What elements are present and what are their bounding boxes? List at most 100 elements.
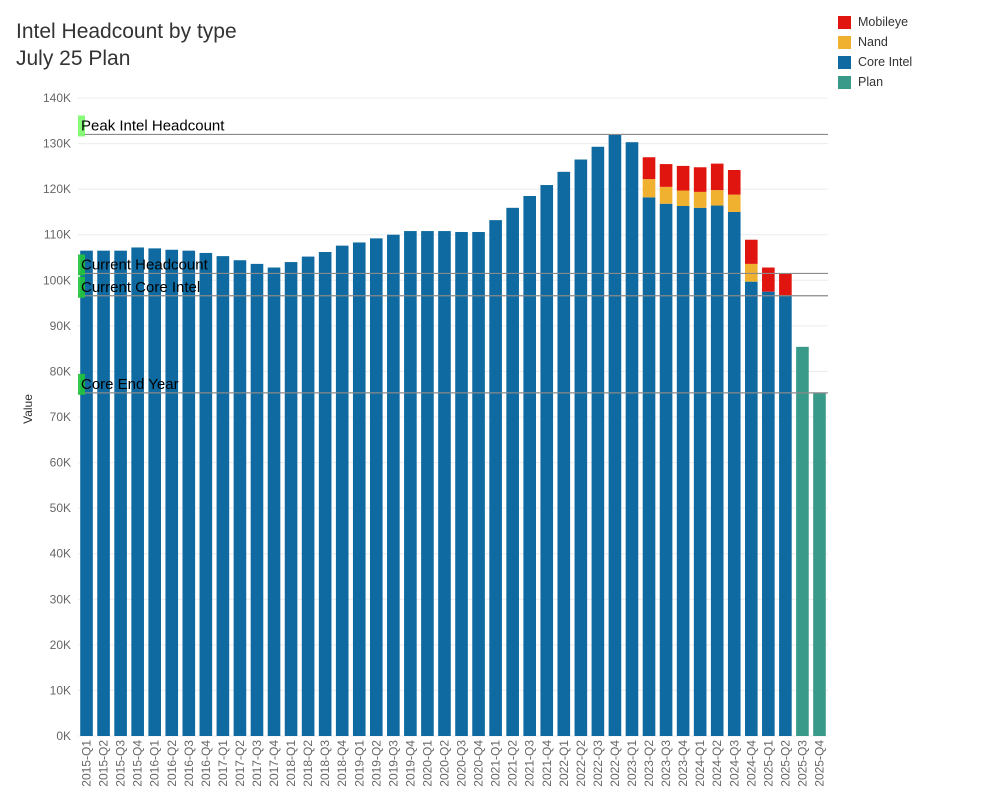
bar-mobileye-2024-q4 [744,239,758,264]
bar-nand-2024-q1 [693,191,707,208]
bar-core-intel-2018-q2 [301,256,315,736]
x-tick-label: 2024-Q3 [727,740,741,787]
x-tick-label: 2024-Q2 [710,740,724,787]
legend-swatch-core-intel [838,55,851,69]
x-tick-label: 2019-Q3 [386,740,400,787]
legend-label-mobileye: Mobileye [858,15,909,29]
y-tick-label: 20K [50,638,71,652]
legend-swatch-mobileye [838,15,851,29]
bar-core-intel-2020-q1 [421,231,434,736]
bar-core-intel-2017-q2 [233,260,247,736]
bar-core-intel-2020-q3 [455,231,468,737]
bar-core-intel-2016-q4 [199,252,213,736]
bar-core-intel-2019-q1 [352,242,366,736]
x-tick-label: 2025-Q1 [761,740,775,787]
x-tick-label: 2022-Q1 [557,740,571,787]
legend-label-core-intel: Core Intel [858,55,913,69]
y-tick-label: 130K [43,137,71,151]
bar-core-intel-2017-q3 [250,263,264,736]
bar-core-intel-2021-q2 [506,207,519,736]
bar-core-intel-2023-q2 [642,197,656,737]
reference-label-bg-peak-intel-headcount [78,115,85,137]
legend: Mobileye Nand Core Intel Plan [838,12,912,92]
x-tick-label: 2021-Q4 [540,740,554,787]
legend-item-core-intel[interactable]: Core Intel [838,52,912,72]
bar-nand-2024-q4 [744,263,758,282]
y-tick-label: 100K [43,273,71,287]
y-tick-label: 80K [50,364,71,378]
x-tick-label: 2017-Q2 [233,740,247,787]
legend-swatch-plan [838,75,851,89]
bar-core-intel-2020-q2 [438,231,451,736]
x-tick-label: 2022-Q2 [574,740,588,787]
reference-lines [78,133,828,394]
y-tick-label: 50K [50,501,71,515]
reference-label-peak-intel-headcount: Peak Intel Headcount [81,117,225,134]
chart-title-line1: Intel Headcount by type [16,20,237,43]
x-tick-label: 2016-Q3 [182,740,196,787]
legend-item-mobileye[interactable]: Mobileye [838,12,912,32]
bar-core-intel-2020-q4 [472,231,485,737]
y-axis-label: Value [21,394,35,424]
legend-item-plan[interactable]: Plan [838,72,912,92]
x-tick-label: 2017-Q1 [216,740,230,787]
bar-core-intel-2024-q3 [727,211,741,736]
reference-label-bg-current-core-intel [78,276,85,298]
reference-label-current-core-intel: Current Core Intel [81,279,200,296]
bar-mobileye-2023-q4 [676,165,690,191]
reference-label-current-headcount: Current Headcount [81,256,209,273]
reference-label-bg-core-end-year [78,373,85,395]
bar-core-intel-2024-q1 [693,207,707,736]
bar-plan-2025-q3 [796,346,809,736]
legend-item-nand[interactable]: Nand [838,32,912,52]
bar-core-intel-2018-q3 [318,252,332,736]
x-tick-label: 2017-Q3 [250,740,264,787]
reference-labels: Peak Intel Headcount Current Headcount Cur… [78,115,225,395]
bar-core-intel-2024-q4 [744,281,758,736]
bar-core-intel-2021-q4 [540,185,554,736]
x-tick-label: 2025-Q4 [812,740,826,787]
x-tick-label: 2021-Q1 [489,740,503,787]
x-tick-label: 2015-Q4 [131,740,145,787]
bar-core-intel-2023-q1 [625,142,639,736]
y-tick-label: 0K [56,729,71,743]
x-tick-labels: 2015-Q1 2015-Q2 2015-Q3 2015-Q4 2016-Q1 2016-… [80,740,827,787]
x-tick-label: 2023-Q3 [659,740,673,787]
bar-core-intel-2015-q3 [114,250,127,736]
x-tick-label: 2021-Q3 [523,740,537,787]
x-tick-label: 2015-Q1 [80,740,94,787]
bar-mobileye-2025-q1 [762,267,775,292]
x-tick-label: 2020-Q2 [437,740,451,787]
y-tick-label: 120K [43,182,71,196]
bar-mobileye-2023-q2 [642,157,656,180]
bar-mobileye-2024-q3 [727,170,741,195]
bar-nand-2024-q3 [727,194,741,212]
bar-core-intel-2019-q2 [369,238,383,737]
x-tick-label: 2018-Q4 [335,740,349,787]
bar-core-intel-2023-q4 [676,206,690,737]
bar-core-intel-2022-q1 [557,171,571,737]
bar-core-intel-2016-q2 [165,249,179,736]
bar-core-intel-2022-q2 [574,159,588,736]
x-tick-label: 2024-Q4 [744,740,758,787]
bar-core-intel-2015-q4 [131,247,144,736]
bar-core-intel-2016-q3 [182,250,196,736]
bar-mobileye-2025-q2 [779,273,792,296]
x-tick-label: 2016-Q1 [148,740,162,787]
x-tick-label: 2018-Q3 [318,740,332,787]
x-tick-label: 2016-Q2 [165,740,179,787]
bar-core-intel-2018-q1 [284,262,298,736]
x-tick-label: 2020-Q3 [455,740,469,787]
bar-core-intel-2019-q4 [404,231,417,736]
legend-label-plan: Plan [858,75,884,89]
legend-swatch-nand [838,35,851,49]
x-tick-label: 2020-Q4 [472,740,486,787]
y-tick-label: 140K [43,91,71,105]
bar-core-intel-2018-q4 [335,245,349,736]
x-tick-label: 2015-Q3 [114,740,128,787]
y-tick-label: 60K [50,456,71,470]
bar-core-intel-2019-q3 [387,234,400,736]
y-tick-label: 90K [50,319,71,333]
x-tick-label: 2019-Q2 [369,740,383,787]
